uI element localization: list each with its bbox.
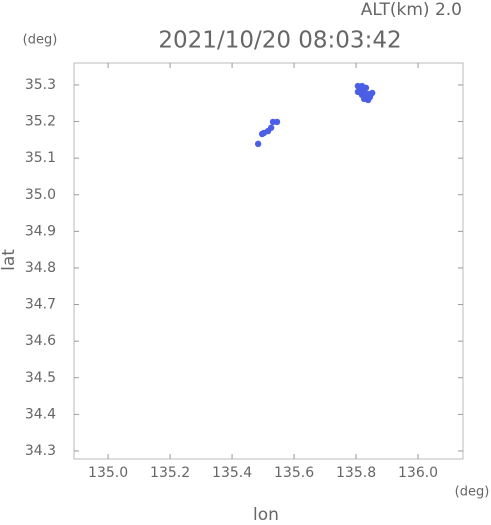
y-tick-label: 35.3 <box>25 77 56 93</box>
y-tick-label: 34.9 <box>25 223 56 239</box>
y-tick-label: 35.2 <box>25 114 56 130</box>
echo-point <box>368 89 376 97</box>
y-tick-label: 34.7 <box>25 297 56 313</box>
x-tick-label: 135.4 <box>212 465 252 481</box>
y-tick-label: 34.4 <box>25 406 56 422</box>
echo-point <box>354 88 362 96</box>
plot-frame <box>73 62 464 460</box>
x-tick-label: 135.2 <box>150 465 190 481</box>
echo-point <box>273 118 281 126</box>
echo-point <box>254 140 262 148</box>
y-tick-label: 34.5 <box>25 370 56 386</box>
y-tick-label: 34.8 <box>25 260 56 276</box>
y-axis-label: lat <box>0 249 19 271</box>
x-axis-label: lon <box>253 505 279 521</box>
x-unit: (deg) <box>455 485 490 500</box>
x-tick-label: 136.0 <box>398 465 438 481</box>
y-tick-label: 34.3 <box>25 443 56 459</box>
x-tick-label: 135.8 <box>336 465 376 481</box>
altitude-label: ALT(km) 2.0 <box>361 0 462 20</box>
y-tick-label: 34.6 <box>25 333 56 349</box>
x-tick-label: 135.0 <box>88 465 128 481</box>
chart-title: 2021/10/20 08:03:42 <box>158 28 401 54</box>
y-unit: (deg) <box>23 33 58 48</box>
y-tick-label: 35.1 <box>25 150 56 166</box>
echo-point <box>364 96 372 104</box>
x-tick-label: 135.6 <box>274 465 314 481</box>
echo-point <box>258 130 266 138</box>
y-tick-label: 35.0 <box>25 187 56 203</box>
